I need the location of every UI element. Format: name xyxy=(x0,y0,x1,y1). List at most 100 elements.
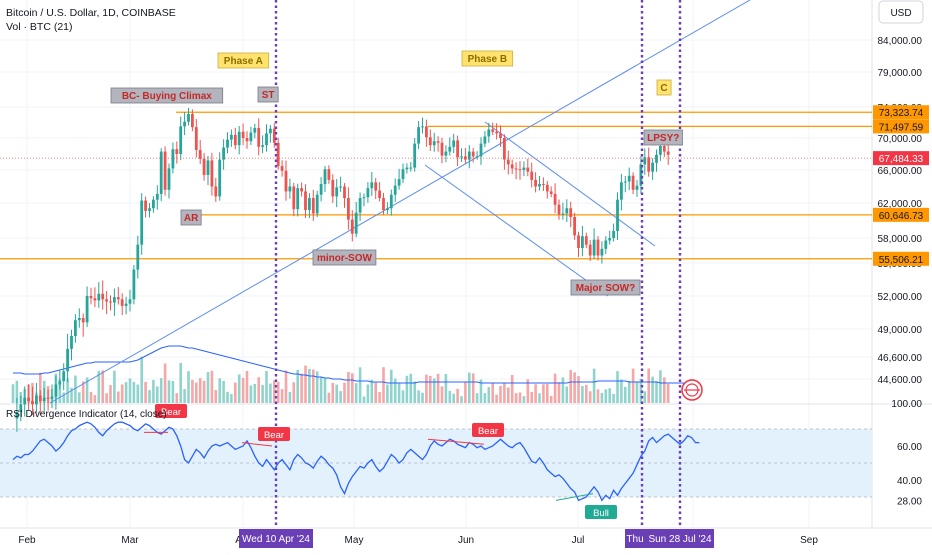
volume-bar xyxy=(561,377,565,403)
volume-bar xyxy=(522,396,526,403)
volume-bar xyxy=(370,379,374,403)
volume-bar xyxy=(74,375,77,403)
candle-body xyxy=(183,121,186,127)
candle-body xyxy=(510,164,514,169)
price-tick-label: 79,000.00 xyxy=(878,68,923,79)
scroll-to-realtime-icon[interactable] xyxy=(681,379,703,401)
candle-body xyxy=(339,186,342,188)
volume-bar xyxy=(198,378,202,403)
candle-body xyxy=(194,127,198,150)
volume-bar xyxy=(148,390,151,403)
volume-bar xyxy=(378,392,381,403)
volume-bar xyxy=(315,371,319,403)
candle-body xyxy=(561,213,565,215)
candle-body xyxy=(565,208,569,214)
bull-divergence-line xyxy=(555,493,594,501)
price-level-tag-label: 71,497.59 xyxy=(879,122,924,133)
crosshair-date-tag xyxy=(239,529,313,548)
candle-body xyxy=(382,198,385,210)
volume-bar xyxy=(347,372,350,403)
volume-bar xyxy=(620,379,623,403)
candle-body xyxy=(206,160,210,175)
volume-bar xyxy=(179,362,182,403)
candle-body xyxy=(296,188,300,210)
volume-bar xyxy=(237,374,241,403)
volume-bar xyxy=(195,382,198,403)
volume-bar xyxy=(471,373,475,403)
candle-body xyxy=(421,126,424,128)
volume-bar xyxy=(354,383,358,403)
volume-bar xyxy=(460,396,463,403)
candle-body xyxy=(191,113,194,128)
candle-body xyxy=(627,175,631,182)
candle-body xyxy=(460,156,463,158)
volume-bar xyxy=(159,378,163,403)
volume-bar xyxy=(15,380,19,403)
candle-body xyxy=(616,199,619,231)
annotation-text: BC- Buying Climax xyxy=(122,91,212,102)
currency-button[interactable]: USD xyxy=(878,0,924,24)
candle-body xyxy=(409,167,413,169)
volume-bar xyxy=(245,371,249,403)
candle-body xyxy=(222,147,225,160)
candle-body xyxy=(155,193,159,200)
candle-body xyxy=(479,143,483,157)
volume-bar xyxy=(284,370,288,403)
candle-body xyxy=(50,396,54,399)
candle-body xyxy=(526,167,530,172)
candle-body xyxy=(105,299,108,302)
last-price-tag-label: 67,484.33 xyxy=(879,154,924,165)
volume-bar xyxy=(156,386,159,403)
volume-bar xyxy=(510,375,514,403)
annotation-text: Phase A xyxy=(224,56,263,67)
candle-body xyxy=(148,208,151,211)
rising-trend-line xyxy=(49,0,751,404)
divergence-label: Bull xyxy=(593,508,609,519)
volume-bar xyxy=(343,382,346,403)
volume-bar xyxy=(144,381,147,403)
candle-body xyxy=(218,159,222,197)
candle-body xyxy=(573,217,576,236)
divergence-label: Bear xyxy=(478,426,498,437)
volume-bar xyxy=(612,393,615,403)
candle-body xyxy=(436,141,440,143)
price-tick-label: 52,000.00 xyxy=(878,292,923,303)
volume-bar xyxy=(97,370,101,403)
volume-bar xyxy=(276,381,280,403)
volume-bar xyxy=(401,390,405,403)
candle-body xyxy=(432,141,436,146)
volume-bar xyxy=(487,387,491,403)
volume-bar xyxy=(300,373,303,403)
volume-bar xyxy=(549,395,553,403)
volume-bar xyxy=(390,369,393,403)
price-level-tag xyxy=(873,251,929,266)
currency-label[interactable]: USD xyxy=(890,8,911,19)
candle-body xyxy=(417,127,420,144)
volume-bar xyxy=(93,395,97,403)
candle-body xyxy=(623,181,627,183)
volume-bar xyxy=(58,379,62,403)
volume-bar xyxy=(339,391,342,403)
volume-bar xyxy=(405,375,409,403)
volume-bar xyxy=(187,371,190,403)
candle-body xyxy=(378,190,381,199)
volume-bar xyxy=(366,384,370,403)
candle-body xyxy=(46,397,50,399)
volume-bar xyxy=(113,370,116,403)
volume-bar xyxy=(280,389,284,403)
candle-body xyxy=(569,208,573,217)
annotation-box xyxy=(643,129,683,146)
candle-body xyxy=(140,200,144,245)
bear-divergence-line xyxy=(427,438,485,445)
candle-body xyxy=(85,296,89,323)
candle-body xyxy=(620,182,623,200)
volume-bar xyxy=(85,377,89,403)
price-tick-label: 84,000.00 xyxy=(878,36,923,47)
candle-body xyxy=(323,169,327,185)
volume-bar xyxy=(514,393,518,403)
candle-body xyxy=(109,301,112,303)
volume-bar xyxy=(421,392,424,403)
candle-body xyxy=(237,131,241,146)
